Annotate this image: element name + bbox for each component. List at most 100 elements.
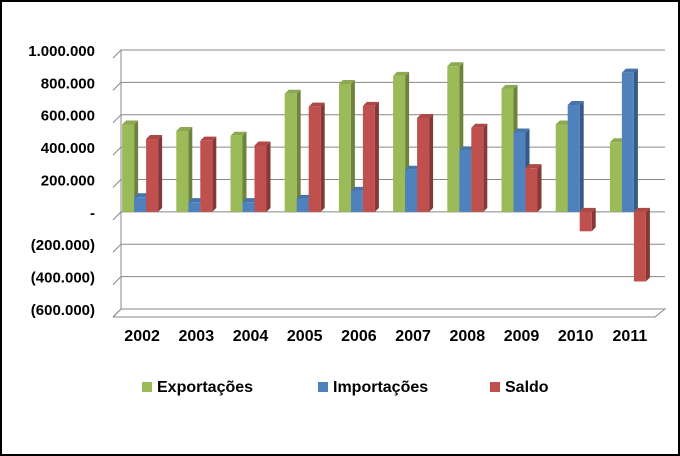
bar-top: [513, 128, 530, 133]
grid-line: [112, 243, 665, 253]
bar: [513, 132, 526, 212]
bar-top: [621, 68, 638, 73]
bar: [284, 93, 297, 212]
bar-side: [374, 101, 379, 212]
legend-label: Saldo: [505, 379, 549, 396]
grid-line: [112, 211, 665, 221]
bar: [447, 66, 460, 212]
bar: [471, 127, 484, 212]
bar-top: [567, 101, 584, 106]
bar-top: [447, 62, 464, 67]
bar-top: [176, 126, 193, 131]
bar-top: [200, 136, 217, 141]
y-tick-label: (400.000): [31, 270, 95, 287]
bar: [176, 130, 189, 212]
bar-top: [254, 141, 271, 146]
bar: [134, 197, 147, 212]
bar-side: [188, 126, 193, 212]
legend-swatch: [490, 382, 500, 392]
bar: [146, 139, 159, 212]
grid-line: [112, 276, 665, 285]
legend-swatch: [142, 382, 152, 392]
bar-top: [308, 102, 325, 107]
y-tick-label: 200.000: [41, 172, 95, 189]
bar: [555, 124, 568, 212]
y-tick-label: (200.000): [31, 237, 95, 254]
grid-line: [112, 81, 665, 91]
y-tick-label: 400.000: [41, 140, 95, 157]
x-tick-label: 2004: [233, 328, 269, 345]
bar-top: [230, 131, 247, 136]
bar: [296, 198, 309, 212]
x-tick-label: 2007: [395, 328, 431, 345]
bar: [254, 145, 267, 212]
bar-top: [338, 79, 355, 84]
bar-side: [296, 89, 301, 212]
bar-top: [525, 164, 542, 169]
bar-top: [122, 120, 139, 125]
x-tick-label: 2006: [341, 328, 377, 345]
legend-label: Importações: [333, 379, 428, 396]
y-tick-label: 1.000.000: [28, 43, 95, 60]
grid-line: [112, 49, 665, 59]
bar: [338, 83, 351, 212]
legend-label: Exportações: [157, 379, 253, 396]
bar: [242, 202, 255, 212]
bar: [405, 169, 418, 212]
bar-top: [417, 113, 434, 118]
y-tick-label: 600.000: [41, 108, 95, 125]
bar: [122, 124, 135, 212]
bar-side: [645, 207, 650, 282]
bar-top: [501, 84, 518, 89]
y-tick-label: 800.000: [41, 75, 95, 92]
bar: [350, 190, 363, 212]
legend: Exportações Importações Saldo: [142, 379, 549, 396]
bar: [525, 168, 538, 212]
y-tick-label: -: [90, 205, 95, 222]
bar-side: [350, 79, 355, 212]
bar-top: [362, 101, 379, 106]
grid-line: [112, 308, 665, 318]
bar-side: [212, 136, 217, 212]
x-tick-label: 2008: [450, 328, 486, 345]
bar-side: [158, 135, 163, 212]
bar: [621, 72, 634, 212]
bar-side: [483, 123, 488, 212]
bar-side: [591, 207, 596, 232]
bar: [567, 105, 580, 212]
bar: [633, 211, 646, 282]
bar: [417, 117, 430, 212]
bar: [230, 135, 243, 212]
x-tick-label: 2002: [124, 328, 160, 345]
bar-side: [579, 101, 584, 212]
bar-top: [393, 71, 410, 76]
bar: [579, 211, 592, 232]
bar: [308, 106, 321, 212]
bar-top: [471, 123, 488, 128]
x-tick-label: 2003: [179, 328, 215, 345]
bar-top: [633, 207, 650, 212]
bar-side: [429, 113, 434, 212]
bar-top: [146, 135, 163, 140]
bar-side: [633, 68, 638, 212]
grid-line: [112, 114, 665, 124]
bar-side: [242, 131, 247, 212]
x-tick-label: 2009: [504, 328, 540, 345]
bar-side: [537, 164, 542, 212]
x-tick-label: 2010: [558, 328, 594, 345]
legend-swatch: [318, 382, 328, 392]
bar-top: [579, 207, 596, 212]
bar: [459, 150, 472, 212]
bar-top: [284, 89, 301, 94]
bar: [501, 88, 514, 212]
bar-side: [320, 102, 325, 212]
bar: [188, 202, 201, 212]
bar: [362, 105, 375, 212]
y-tick-label: (600.000): [31, 302, 95, 319]
x-tick-label: 2011: [613, 328, 648, 345]
x-tick-label: 2005: [287, 328, 323, 345]
bar-side: [134, 120, 139, 212]
bar: [609, 142, 622, 212]
